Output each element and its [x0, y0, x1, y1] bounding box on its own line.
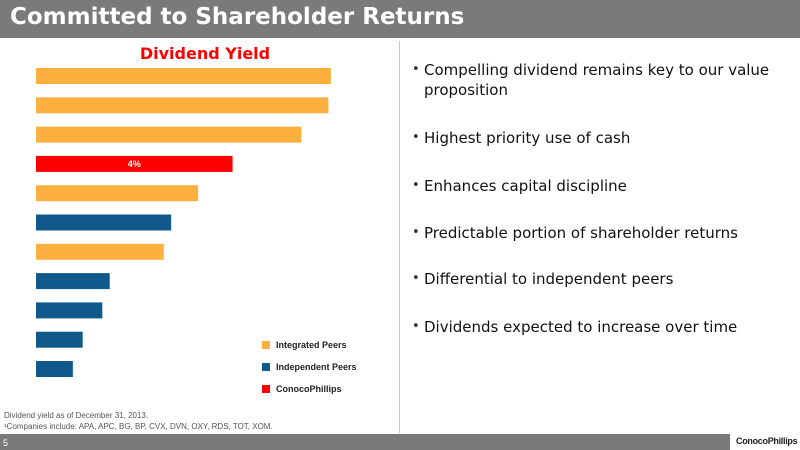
chart-title: Dividend Yield [139, 44, 271, 63]
legend-item-independent: Independent Peers [262, 356, 357, 378]
title-bar [0, 0, 800, 38]
bullet-dot-icon: • [412, 62, 420, 77]
bar-10 [36, 331, 83, 348]
bullet-text: Differential to independent peers [424, 270, 674, 288]
legend-swatch-integrated [262, 341, 270, 349]
bullet-item: • Differential to independent peers [412, 269, 787, 289]
bullet-dot-icon: • [412, 319, 420, 334]
dividend-yield-chart: 4% [36, 68, 331, 377]
bar-6 [36, 214, 172, 231]
legend-label-independent: Independent Peers [276, 362, 357, 372]
bullet-dot-icon: • [412, 178, 420, 193]
legend-item-integrated: Integrated Peers [262, 334, 357, 356]
bullet-dot-icon: • [412, 130, 420, 145]
bar-3 [36, 126, 302, 143]
legend-label-conocophillips: ConocoPhillips [276, 384, 342, 394]
bar-8 [36, 273, 110, 290]
footer-bar [0, 434, 800, 450]
slide-title: Committed to Shareholder Returns [10, 4, 465, 30]
bullet-dot-icon: • [412, 271, 420, 286]
legend-item-conocophillips: ConocoPhillips [262, 378, 357, 400]
bar-1 [36, 68, 331, 84]
logo-text: ConocoPhillips [736, 436, 798, 446]
bar-5 [36, 185, 199, 202]
legend-swatch-conocophillips [262, 385, 270, 393]
bullet-text: Predictable portion of shareholder retur… [424, 224, 738, 242]
bullet-item: • Compelling dividend remains key to our … [412, 60, 787, 100]
bar-2 [36, 97, 329, 114]
bullet-item: • Predictable portion of shareholder retu… [412, 223, 787, 243]
bar-7 [36, 243, 164, 260]
bullet-dot-icon: • [412, 225, 420, 240]
bullet-item: • Enhances capital discipline [412, 176, 787, 196]
footnote-companies: ¹Companies include: APA, APC, BG, BP, CV… [4, 422, 273, 431]
bar-11 [36, 361, 73, 377]
bullet-text: Dividends expected to increase over time [424, 318, 738, 336]
company-logo: ConocoPhillips [730, 434, 800, 450]
bullet-item: • Dividends expected to increase over tim… [412, 317, 787, 337]
legend-swatch-independent [262, 363, 270, 371]
bar-9 [36, 302, 103, 319]
bullet-text: Highest priority use of cash [424, 129, 631, 147]
bar-data-label: 4% [128, 159, 141, 169]
bullet-text: Enhances capital discipline [424, 177, 627, 195]
footnote-date: Dividend yield as of December 31, 2013. [4, 411, 149, 420]
column-divider [399, 41, 400, 433]
chart-legend: Integrated Peers Independent Peers Conoc… [262, 334, 357, 400]
bullet-text: Compelling dividend remains key to our v… [424, 61, 770, 99]
bar-4 [36, 155, 233, 172]
legend-label-integrated: Integrated Peers [276, 340, 347, 350]
bullet-item: • Highest priority use of cash [412, 128, 787, 148]
page-number: 5 [3, 438, 9, 448]
